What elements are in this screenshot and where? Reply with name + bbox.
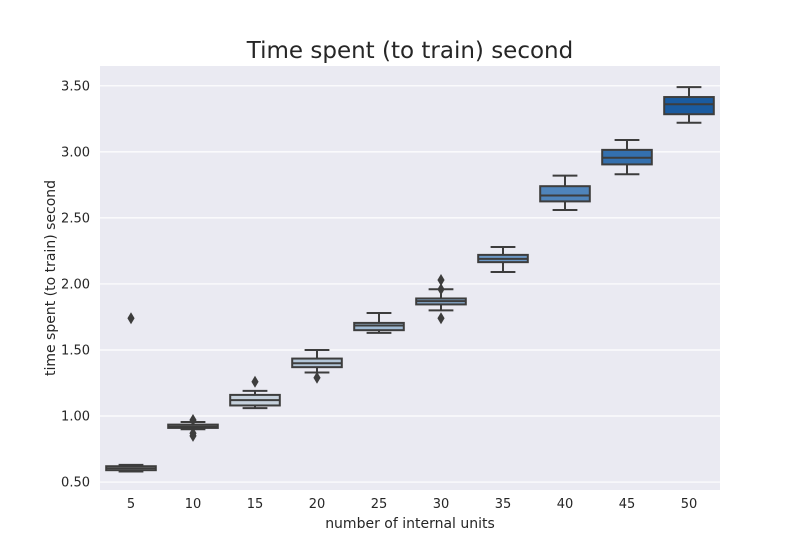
- box-20: [291, 348, 343, 384]
- x-axis-label: number of internal units: [325, 516, 495, 532]
- x-tick-label: 20: [309, 497, 326, 512]
- outlier-point: [313, 371, 321, 384]
- outlier-point: [437, 283, 445, 296]
- x-tick-label: 30: [433, 497, 450, 512]
- y-tick-label: 0.50: [61, 476, 90, 491]
- x-tick-label: 5: [127, 497, 135, 512]
- x-tick-label: 50: [681, 497, 698, 512]
- x-tick-label: 25: [371, 497, 388, 512]
- plot-background: [100, 66, 720, 490]
- x-tick-labels: 5 10 15 20 25 30 35 40 45 50: [127, 497, 697, 512]
- y-tick-label: 1.00: [61, 410, 90, 425]
- y-tick-labels: 0.50 1.00 1.50 2.00 2.50 3.00 3.50: [61, 79, 90, 490]
- box-15: [229, 375, 281, 410]
- x-tick-label: 35: [495, 497, 512, 512]
- outlier-point: [437, 312, 445, 325]
- box-45: [601, 138, 653, 176]
- x-tick-label: 45: [619, 497, 636, 512]
- box-35: [477, 245, 529, 274]
- x-tick-label: 10: [185, 497, 202, 512]
- outlier-point: [437, 273, 445, 286]
- box-50: [663, 86, 715, 124]
- box-40: [539, 174, 591, 211]
- y-tick-label: 3.50: [61, 79, 90, 94]
- box-10: [167, 413, 219, 442]
- box-body: [663, 96, 715, 116]
- x-tick-label: 15: [247, 497, 264, 512]
- box-30: [415, 273, 467, 325]
- box-25: [353, 312, 405, 334]
- x-tick-label: 40: [557, 497, 574, 512]
- y-axis-label: time spent (to train) second: [43, 180, 59, 376]
- chart-title: Time spent (to train) second: [246, 38, 573, 64]
- outlier-point: [251, 375, 259, 388]
- plot-area: [100, 66, 720, 490]
- y-tick-label: 2.50: [61, 211, 90, 226]
- boxes-group: [105, 86, 715, 473]
- outlier-point: [127, 312, 135, 325]
- y-tick-label: 2.00: [61, 277, 90, 292]
- y-tick-label: 3.00: [61, 145, 90, 160]
- box-body: [539, 185, 591, 203]
- y-tick-label: 1.50: [61, 343, 90, 358]
- box-5: [105, 312, 157, 473]
- outlier-point: [189, 413, 197, 426]
- outlier-point: [189, 427, 197, 440]
